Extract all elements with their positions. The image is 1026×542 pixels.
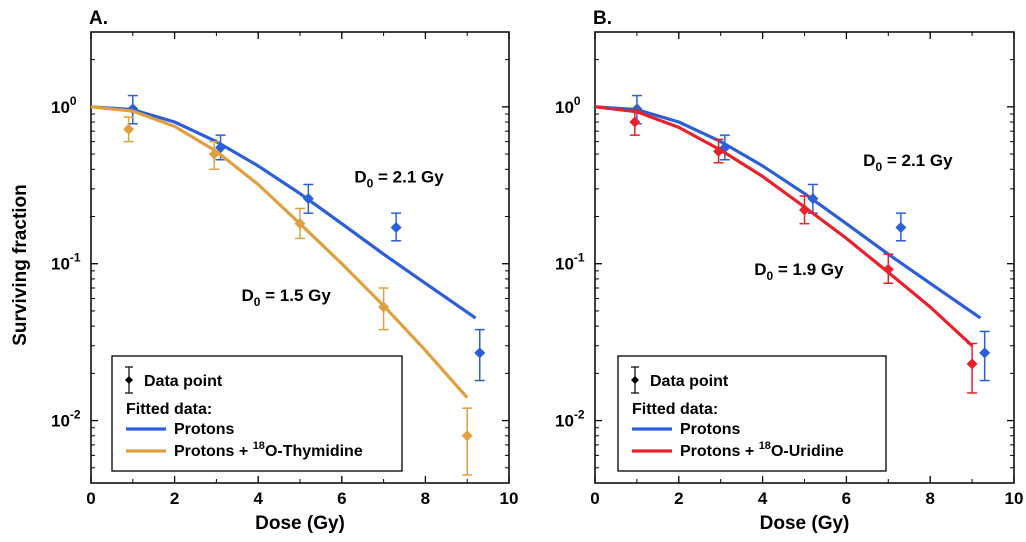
legend-entry-label: Protons xyxy=(174,421,235,438)
data-point xyxy=(123,123,135,135)
x-axis-title: Dose (Gy) xyxy=(760,513,850,534)
fit-line xyxy=(90,105,477,320)
fit-line xyxy=(594,105,974,347)
data-point xyxy=(882,263,894,275)
d0-annotation: D0 = 1.5 Gy xyxy=(241,286,331,309)
legend-entry-label: Protons xyxy=(680,421,741,438)
x-tick-label: 2 xyxy=(674,489,683,508)
legend-data-point-label: Data point xyxy=(144,373,223,390)
x-tick-label: 8 xyxy=(421,489,430,508)
data-point xyxy=(302,193,314,205)
fit-line xyxy=(90,105,469,399)
data-point xyxy=(208,148,220,160)
data-point xyxy=(966,358,978,370)
x-tick-label: 8 xyxy=(925,489,934,508)
series xyxy=(594,105,978,394)
y-tick-label: 10-2 xyxy=(555,408,585,431)
panel-label: A. xyxy=(89,8,108,29)
data-point xyxy=(215,142,227,154)
x-axis-title: Dose (Gy) xyxy=(255,513,345,534)
data-point xyxy=(629,116,641,128)
series xyxy=(594,94,991,382)
data-point xyxy=(378,301,390,313)
d0-annotation: D0 = 1.9 Gy xyxy=(754,260,844,283)
x-tick-label: 0 xyxy=(590,489,599,508)
y-tick-label: 10-1 xyxy=(51,251,81,274)
data-point xyxy=(461,430,473,442)
fit-line xyxy=(594,105,982,320)
y-tick-label: 10-1 xyxy=(555,251,585,274)
panel-b: B. 0 2 4 6 8 10 100 10-1 10-2 Dose (Gy) D0 = 2.1 Gy… xyxy=(555,8,1023,534)
x-tick-label: 6 xyxy=(337,489,346,508)
x-tick-label: 10 xyxy=(500,489,519,508)
data-point xyxy=(713,145,725,157)
legend-fitted-header: Fitted data: xyxy=(632,401,718,418)
y-tick-label: 100 xyxy=(51,94,77,117)
data-point xyxy=(474,347,486,359)
data-point xyxy=(895,222,907,234)
x-tick-label: 4 xyxy=(758,489,768,508)
legend: Data point Fitted data: Protons Protons + 1… xyxy=(111,355,403,472)
legend: Data point Fitted data: Protons Protons + 1… xyxy=(617,355,887,472)
legend-marker xyxy=(631,376,639,384)
panel-a: A. 0 2 4 6 8 10 100 10-1 10-2 Dose (Gy) D0 = 2.1 Gy… xyxy=(51,8,518,534)
data-point xyxy=(799,204,810,216)
y-tick-label: 10-2 xyxy=(51,408,81,431)
y-tick-label: 100 xyxy=(555,94,581,117)
legend-entry-label: Protons + 18O-Thymidine xyxy=(174,440,363,460)
x-tick-label: 10 xyxy=(1005,489,1024,508)
data-point xyxy=(979,347,991,359)
series xyxy=(90,105,473,476)
x-tick-label: 2 xyxy=(170,489,179,508)
legend-data-point-label: Data point xyxy=(650,373,729,390)
panel-label: B. xyxy=(593,8,612,29)
x-tick-label: 6 xyxy=(842,489,851,508)
data-point xyxy=(390,222,402,234)
legend-marker xyxy=(125,376,133,384)
y-axis-title: Surviving fraction xyxy=(10,184,31,346)
series xyxy=(90,94,486,382)
d0-annotation: D0 = 2.1 Gy xyxy=(863,151,953,174)
d0-annotation: D0 = 2.1 Gy xyxy=(354,167,444,190)
data-point xyxy=(807,193,819,205)
x-tick-label: 0 xyxy=(86,489,95,508)
x-tick-label: 4 xyxy=(253,489,263,508)
legend-fitted-header: Fitted data: xyxy=(126,401,212,418)
data-point xyxy=(294,218,306,230)
legend-entry-label: Protons + 18O-Uridine xyxy=(680,440,844,460)
